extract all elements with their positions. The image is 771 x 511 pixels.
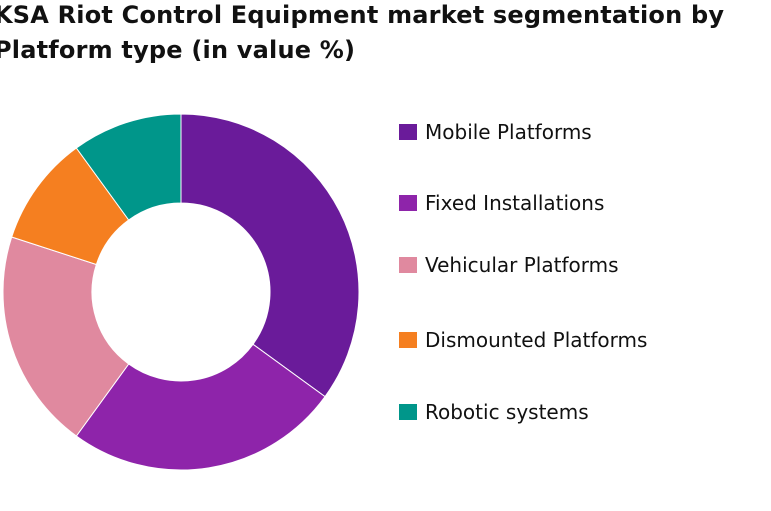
legend-label-dismounted-platforms: Dismounted Platforms	[425, 328, 648, 352]
legend-swatch-mobile-platforms	[399, 124, 417, 140]
legend-label-fixed-installations: Fixed Installations	[425, 191, 605, 215]
legend-swatch-vehicular-platforms	[399, 257, 417, 273]
donut-slices	[2, 113, 360, 471]
legend-label-robotic-systems: Robotic systems	[425, 400, 589, 424]
slice-fixed-installations	[75, 343, 326, 471]
legend-label-vehicular-platforms: Vehicular Platforms	[425, 253, 619, 277]
legend-label-mobile-platforms: Mobile Platforms	[425, 120, 592, 144]
legend-item-mobile-platforms: Mobile Platforms	[399, 121, 592, 143]
slice-mobile-platforms	[180, 113, 360, 398]
chart-title: KSA Riot Control Equipment market segmen…	[0, 0, 754, 68]
legend-item-dismounted-platforms: Dismounted Platforms	[399, 329, 647, 351]
legend-swatch-robotic-systems	[399, 404, 417, 420]
chart-title-line-2: Platform type (in value %)	[0, 36, 356, 64]
chart-title-line-1: KSA Riot Control Equipment market segmen…	[0, 1, 725, 29]
legend-swatch-fixed-installations	[399, 195, 417, 211]
legend-item-fixed-installations: Fixed Installations	[399, 192, 604, 214]
legend-item-robotic-systems: Robotic systems	[399, 401, 589, 423]
legend-item-vehicular-platforms: Vehicular Platforms	[399, 254, 619, 276]
slice-vehicular-platforms	[2, 236, 130, 437]
legend-swatch-dismounted-platforms	[399, 332, 417, 348]
slice-robotic-systems	[75, 113, 182, 221]
